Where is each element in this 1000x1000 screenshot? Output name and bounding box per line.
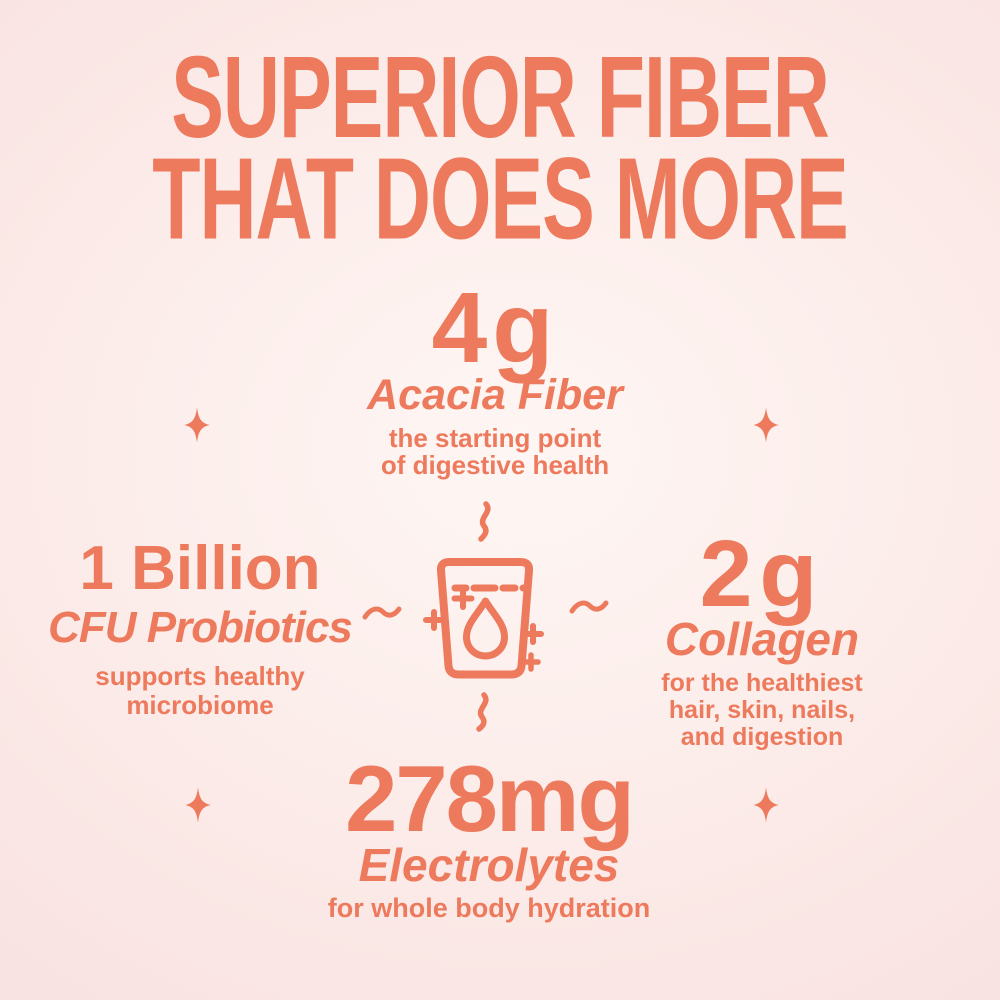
plus-sparkle-icon <box>522 623 544 645</box>
fiber-desc-line: the starting point <box>388 423 602 453</box>
water-drop-icon <box>463 597 508 660</box>
stat-electrolytes: 278mg Electrolytes for whole body hydrat… <box>289 746 689 923</box>
collagen-description: for the healthiest hair, skin, nails, an… <box>572 670 952 751</box>
stat-collagen: 2g Collagen for the healthiest hair, ski… <box>572 521 952 751</box>
hydration-glass-icon <box>350 490 650 740</box>
fiber-desc-line: of digestive health <box>380 450 610 480</box>
plus-sparkle-icon <box>521 652 541 672</box>
steam-squiggle-top-icon <box>478 501 491 542</box>
steam-squiggle-bottom-icon <box>476 692 489 732</box>
sparkle-star-icon <box>750 404 782 446</box>
sparkle-star-icon <box>182 784 214 826</box>
probiotics-name: CFU Probiotics <box>48 603 353 652</box>
electrolytes-description: for whole body hydration <box>289 894 689 923</box>
electrolytes-amount: 278mg <box>345 746 635 851</box>
probiotics-amount: 1 Billion <box>79 534 321 603</box>
sparkle-star-icon <box>750 784 782 826</box>
headline: SUPERIOR FIBER THAT DOES MORE <box>0 31 1000 264</box>
collagen-name: Collagen <box>664 613 860 665</box>
fiber-description: the starting point of digestive health <box>295 425 695 479</box>
wave-tilde-right-icon <box>569 600 609 614</box>
collagen-desc-line: for the healthiest <box>661 669 863 697</box>
probiotics-description: supports healthy microbiome <box>10 662 390 720</box>
collagen-amount: 2g <box>699 521 825 627</box>
fiber-amount: 4g <box>431 272 559 384</box>
sparkle-star-icon <box>181 404 213 446</box>
headline-line-1: SUPERIOR FIBER <box>171 31 830 163</box>
glass-outline-icon <box>436 558 534 679</box>
electrolytes-desc-line: for whole body hydration <box>327 893 651 923</box>
probiotics-desc-line: supports healthy <box>95 661 305 691</box>
plus-sparkle-icon <box>423 609 445 631</box>
probiotics-desc-line: microbiome <box>126 690 274 720</box>
fiber-name: Acacia Fiber <box>367 371 623 419</box>
stat-acacia-fiber: 4g Acacia Fiber the starting point of di… <box>295 272 695 479</box>
collagen-desc-line: and digestion <box>680 723 844 751</box>
collagen-desc-line: hair, skin, nails, <box>668 696 856 724</box>
plus-sparkle-icon <box>451 587 475 610</box>
headline-line-2: THAT DOES MORE <box>152 132 849 264</box>
stat-probiotics: 1 Billion CFU Probiotics supports health… <box>10 536 390 720</box>
wave-tilde-left-icon <box>362 606 402 620</box>
electrolytes-name: Electrolytes <box>358 839 620 891</box>
